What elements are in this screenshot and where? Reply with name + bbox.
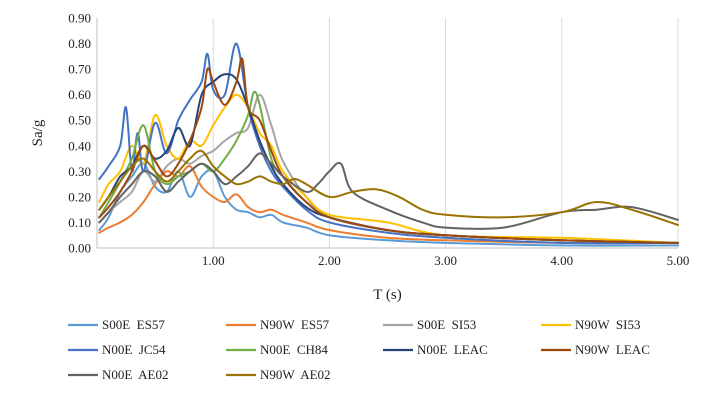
y-tick-label: 0.80 bbox=[68, 36, 91, 51]
y-axis-title: Sa/g bbox=[30, 119, 46, 146]
y-tick-label: 0.00 bbox=[68, 241, 91, 256]
series-line bbox=[98, 149, 679, 226]
legend-label: N90W AE02 bbox=[260, 367, 331, 382]
x-tick-label: 4.00 bbox=[550, 253, 573, 268]
axes: 0.00 0.10 0.20 0.30 0.40 0.50 0.60 0.70 0.80 0.90… bbox=[30, 11, 689, 304]
y-tick-label: 0.50 bbox=[68, 113, 91, 128]
legend-label: N00E CH84 bbox=[260, 342, 328, 357]
legend-label: N90W ES57 bbox=[260, 317, 330, 332]
y-tick-label: 0.90 bbox=[68, 11, 91, 26]
legend-label: N00E AE02 bbox=[102, 367, 168, 382]
series-line bbox=[98, 73, 679, 244]
gridlines bbox=[212, 18, 679, 248]
series-line bbox=[98, 152, 679, 230]
y-tick-label: 0.60 bbox=[68, 87, 91, 102]
x-tick-label: 2.00 bbox=[318, 253, 341, 268]
legend-label: S00E ES57 bbox=[102, 317, 165, 332]
series-line bbox=[98, 57, 679, 244]
x-tick-label: 5.00 bbox=[667, 253, 690, 268]
y-tick-label: 0.40 bbox=[68, 138, 91, 153]
legend-label: N90W SI53 bbox=[575, 317, 640, 332]
x-tick-label: 3.00 bbox=[434, 253, 457, 268]
y-tick-label: 0.30 bbox=[68, 164, 91, 179]
legend-label: S00E SI53 bbox=[417, 317, 476, 332]
y-tick-label: 0.20 bbox=[68, 189, 91, 204]
y-tick-label: 0.70 bbox=[68, 62, 91, 77]
legend-label: N00E JC54 bbox=[102, 342, 166, 357]
x-axis-title: T (s) bbox=[373, 287, 401, 303]
series-line bbox=[98, 165, 679, 245]
legend-label: N00E LEAC bbox=[417, 342, 488, 357]
legend-label: N90W LEAC bbox=[575, 342, 650, 357]
series-lines bbox=[98, 42, 679, 247]
x-tick-label: 1.00 bbox=[202, 253, 225, 268]
y-tick-label: 0.10 bbox=[68, 215, 91, 230]
legend: S00E ES57 N90W ES57 S00E SI53 N90W SI53 N00E… bbox=[68, 317, 650, 382]
